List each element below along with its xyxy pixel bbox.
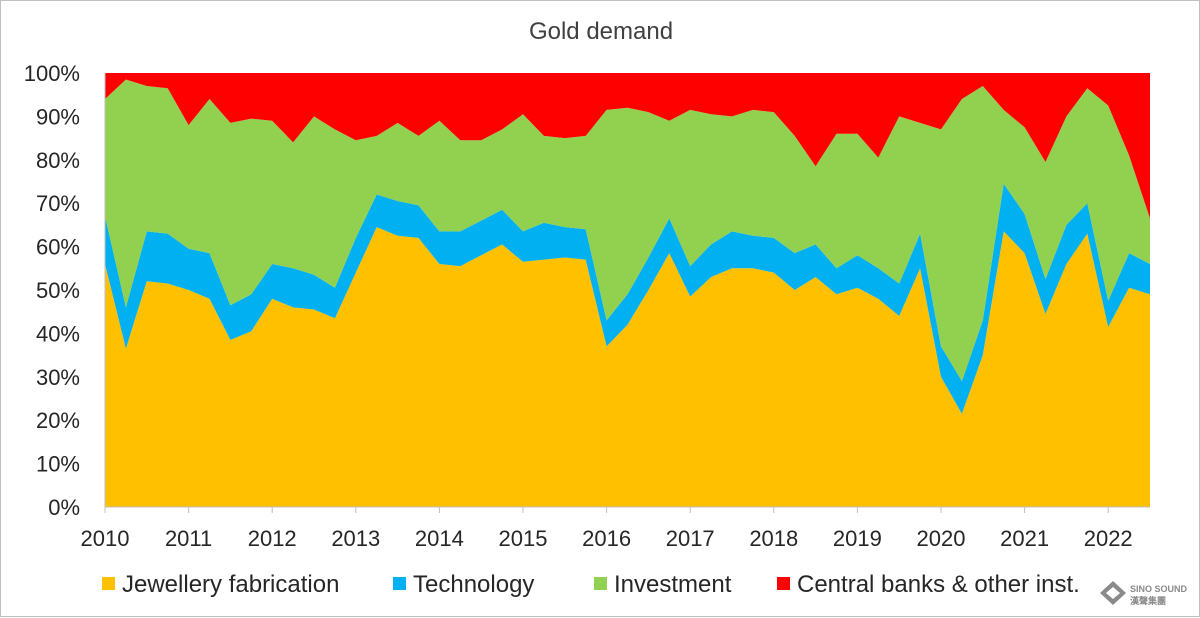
y-tick-label: 90% (36, 104, 80, 129)
area-series-2 (105, 79, 1150, 382)
x-tick-label: 2019 (833, 526, 882, 551)
legend: Jewellery fabrication Technology Investmen… (102, 571, 1080, 598)
legend-swatch (594, 577, 607, 590)
x-tick-label: 2012 (248, 526, 297, 551)
area-series-0 (105, 227, 1150, 507)
x-tick-label: 2016 (582, 526, 631, 551)
area-series-3 (105, 73, 1150, 219)
y-tick-label: 20% (36, 408, 80, 433)
y-tick-label: 10% (36, 452, 80, 477)
y-tick-label: 60% (36, 235, 80, 260)
watermark-sub: 漢聲集團 (1130, 595, 1166, 606)
x-tick-label: 2014 (415, 526, 464, 551)
y-tick-label: 70% (36, 191, 80, 216)
x-tick-label: 2021 (1000, 526, 1049, 551)
legend-label: Technology (413, 571, 534, 598)
chart-title: Gold demand (529, 18, 673, 45)
y-tick-label: 0% (48, 495, 80, 520)
area-series-1 (105, 183, 1150, 414)
x-tick-label: 2022 (1084, 526, 1133, 551)
watermark: SINO SOUND 漢聲集團 (1100, 581, 1188, 606)
legend-label: Central banks & other inst. (797, 571, 1080, 598)
x-tick-label: 2020 (917, 526, 966, 551)
x-tick-label: 2017 (666, 526, 715, 551)
stacked-areas (105, 73, 1150, 507)
watermark-brand: SINO SOUND (1130, 584, 1188, 594)
x-tick-label: 2011 (165, 526, 212, 551)
legend-swatch (777, 577, 790, 590)
x-tick-label: 2018 (749, 526, 798, 551)
x-axis: 2010 2011 2012 2013 2014 2015 2016 2017 2018 2019… (81, 506, 1150, 551)
y-tick-label: 40% (36, 321, 80, 346)
legend-label: Investment (614, 571, 732, 598)
legend-label: Jewellery fabrication (122, 571, 339, 598)
x-tick-label: 2015 (499, 526, 548, 551)
legend-swatch (393, 577, 406, 590)
legend-swatch (102, 577, 115, 590)
y-tick-label: 50% (36, 278, 80, 303)
watermark-logo-icon (1100, 581, 1126, 605)
y-tick-label: 100% (24, 61, 80, 86)
x-tick-label: 2010 (81, 526, 130, 551)
y-tick-label: 80% (36, 148, 80, 173)
x-tick-label: 2013 (331, 526, 380, 551)
y-tick-label: 30% (36, 365, 80, 390)
y-axis: 0% 10% 20% 30% 40% 50% 60% 70% 80% 90% 100% (24, 61, 106, 520)
